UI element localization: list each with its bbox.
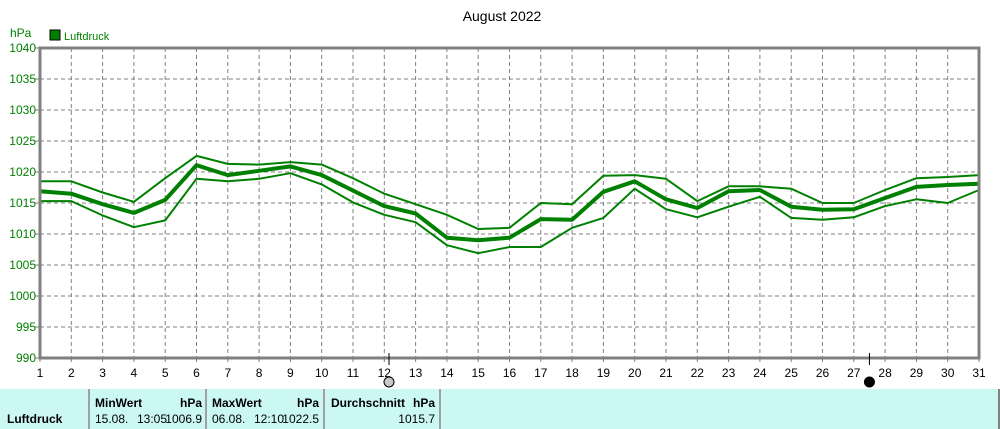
x-tick-label: 23	[722, 366, 736, 380]
max-time: 12:10	[254, 412, 285, 426]
y-tick-label: 990	[16, 351, 36, 365]
moon-phase-markers	[383, 353, 875, 388]
y-tick-label: 1030	[9, 103, 36, 117]
x-tick-label: 25	[785, 366, 799, 380]
x-tick-label: 9	[287, 366, 294, 380]
x-tick-label: 3	[99, 366, 106, 380]
series-line	[40, 154, 980, 230]
stats-table: Luftdruck MinWert hPa 15.08. 13:05 1006.…	[0, 389, 1000, 429]
min-value-cell: MinWert hPa 15.08. 13:05 1006.9	[88, 389, 206, 429]
x-tick-label: 11	[347, 366, 360, 380]
x-tick-label: 13	[409, 366, 423, 380]
avg-value: 1015.7	[398, 412, 435, 426]
min-header: MinWert	[95, 396, 143, 410]
x-tick-label: 18	[565, 366, 579, 380]
x-tick-label: 22	[691, 366, 705, 380]
pressure-chart: August 2022 hPa Luftdruck 990 995 1000 1005…	[9, 8, 986, 388]
series-line	[40, 172, 980, 255]
x-tick-label: 8	[256, 366, 263, 380]
max-date: 06.08.	[212, 412, 246, 426]
y-axis-ticks: 990 995 1000 1005 1010 1015 1020 1025 1030 1035 10…	[9, 41, 40, 365]
max-unit: hPa	[296, 396, 319, 410]
max-value-cell: MaxWert hPa 06.08. 12:10 1022.5	[205, 389, 323, 429]
x-tick-label: 27	[847, 366, 861, 380]
min-date: 15.08.	[95, 412, 129, 426]
x-tick-label: 19	[597, 366, 611, 380]
legend-swatch-icon	[49, 29, 61, 41]
x-tick-label: 10	[315, 366, 329, 380]
data-series	[39, 154, 980, 255]
x-axis-ticks: 1 2 3 4 5 6 7 8 9 10 11 12 13 14 15 16 17 18 19 20 21 22 23 24 2…	[37, 358, 986, 380]
avg-value-cell: Durchschnitt hPa 1015.7	[323, 389, 441, 429]
avg-unit: hPa	[412, 396, 435, 410]
x-tick-label: 28	[878, 366, 892, 380]
x-tick-label: 30	[941, 366, 955, 380]
x-tick-label: 20	[628, 366, 642, 380]
y-tick-label: 1000	[9, 289, 36, 303]
x-tick-label: 4	[131, 366, 138, 380]
x-tick-label: 6	[193, 366, 200, 380]
max-header: MaxWert	[212, 396, 262, 410]
x-tick-label: 31	[972, 366, 986, 380]
min-time: 13:05	[137, 412, 168, 426]
plot-frame	[38, 46, 981, 360]
x-tick-label: 2	[68, 366, 75, 380]
min-unit: hPa	[179, 396, 202, 410]
x-tick-label: 26	[816, 366, 830, 380]
x-tick-label: 12	[378, 366, 392, 380]
y-tick-label: 1015	[9, 196, 36, 210]
avg-header: Durchschnitt	[331, 396, 406, 410]
y-tick-label: 995	[16, 320, 36, 334]
y-tick-label: 1040	[9, 41, 36, 55]
y-tick-label: 1035	[9, 72, 36, 86]
max-value: 1022.5	[282, 412, 319, 426]
stats-row-label: Luftdruck	[7, 412, 63, 426]
x-tick-label: 1	[37, 366, 44, 380]
x-tick-label: 7	[224, 366, 231, 380]
stats-row-label-cell: Luftdruck	[0, 389, 88, 429]
min-value: 1006.9	[165, 412, 202, 426]
y-tick-label: 1010	[9, 227, 36, 241]
x-tick-label: 15	[472, 366, 486, 380]
x-tick-label: 24	[753, 366, 767, 380]
y-tick-label: 1025	[9, 134, 36, 148]
x-tick-label: 17	[534, 366, 548, 380]
y-tick-label: 1005	[9, 258, 36, 272]
y-tick-label: 1020	[9, 165, 36, 179]
x-tick-label: 29	[910, 366, 924, 380]
new-moon-icon	[863, 376, 875, 388]
chart-title: August 2022	[463, 8, 542, 24]
y-axis-unit: hPa	[10, 26, 32, 40]
x-tick-label: 16	[503, 366, 517, 380]
legend-label: Luftdruck	[64, 31, 110, 43]
x-tick-label: 14	[440, 366, 454, 380]
series-line	[39, 163, 980, 243]
x-tick-label: 21	[659, 366, 673, 380]
full-moon-icon	[383, 376, 395, 388]
x-tick-label: 5	[162, 366, 169, 380]
